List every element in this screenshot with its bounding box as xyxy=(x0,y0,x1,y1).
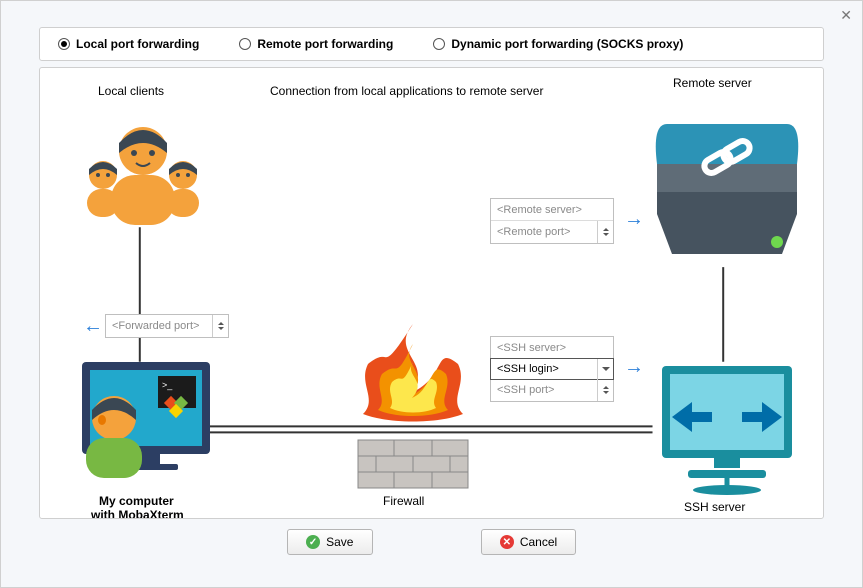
remote-port-input[interactable]: <Remote port> xyxy=(491,221,613,243)
ssh-login-input[interactable]: <SSH login> xyxy=(490,358,614,380)
ssh-server-input[interactable]: <SSH server> xyxy=(491,337,613,359)
my-computer-label-1: My computer xyxy=(99,494,174,508)
tab-local-label: Local port forwarding xyxy=(76,37,199,51)
tab-dynamic-forwarding[interactable]: Dynamic port forwarding (SOCKS proxy) xyxy=(433,37,683,51)
my-computer-label-2: with MobaXterm xyxy=(91,508,184,519)
forwarded-port-spinner[interactable] xyxy=(212,315,228,337)
save-label: Save xyxy=(326,535,353,549)
radio-remote[interactable] xyxy=(239,38,251,50)
tunnel-diagram: Local clients Connection from local appl… xyxy=(39,67,824,519)
remote-server-label: Remote server xyxy=(673,76,752,90)
remote-target-group: <Remote server> <Remote port> xyxy=(490,198,614,244)
firewall-label: Firewall xyxy=(383,494,424,508)
firewall-icon xyxy=(338,324,488,494)
cancel-icon: ✕ xyxy=(500,535,514,549)
check-icon: ✓ xyxy=(306,535,320,549)
ssh-server-label: SSH server xyxy=(684,500,745,514)
remote-port-spinner[interactable] xyxy=(597,221,613,243)
arrow-right-ssh-icon: → xyxy=(624,356,644,379)
cancel-button[interactable]: ✕ Cancel xyxy=(481,529,576,555)
ssh-login-dropdown[interactable] xyxy=(597,359,613,379)
radio-dynamic[interactable] xyxy=(433,38,445,50)
ssh-port-input[interactable]: <SSH port> xyxy=(491,379,613,401)
svg-text:>_: >_ xyxy=(162,380,173,390)
ssh-server-icon xyxy=(652,362,802,497)
ssh-credentials-group: <SSH server> <SSH login> <SSH port> xyxy=(490,336,614,402)
local-clients-label: Local clients xyxy=(98,84,164,98)
radio-local[interactable] xyxy=(58,38,70,50)
local-clients-icon xyxy=(78,103,208,233)
tab-dynamic-label: Dynamic port forwarding (SOCKS proxy) xyxy=(451,37,683,51)
forwarded-port-input[interactable]: <Forwarded port> xyxy=(106,315,228,337)
save-button[interactable]: ✓ Save xyxy=(287,529,373,555)
tab-remote-forwarding[interactable]: Remote port forwarding xyxy=(239,37,393,51)
remote-server-icon xyxy=(642,94,812,264)
my-computer-icon: >_ xyxy=(62,358,222,493)
remote-server-input[interactable]: <Remote server> xyxy=(491,199,613,221)
tab-remote-label: Remote port forwarding xyxy=(257,37,393,51)
cancel-label: Cancel xyxy=(520,535,557,549)
arrow-left-icon: ← xyxy=(83,315,103,338)
arrow-right-remote-icon: → xyxy=(624,208,644,231)
close-icon[interactable]: ✕ xyxy=(840,7,852,24)
forwarded-port-group: <Forwarded port> xyxy=(105,314,229,338)
tab-local-forwarding[interactable]: Local port forwarding xyxy=(58,37,199,51)
forwarding-type-tabs: Local port forwarding Remote port forwar… xyxy=(39,27,824,61)
ssh-port-spinner[interactable] xyxy=(597,379,613,401)
diagram-description: Connection from local applications to re… xyxy=(270,84,543,98)
dialog-buttons: ✓ Save ✕ Cancel xyxy=(39,529,824,555)
